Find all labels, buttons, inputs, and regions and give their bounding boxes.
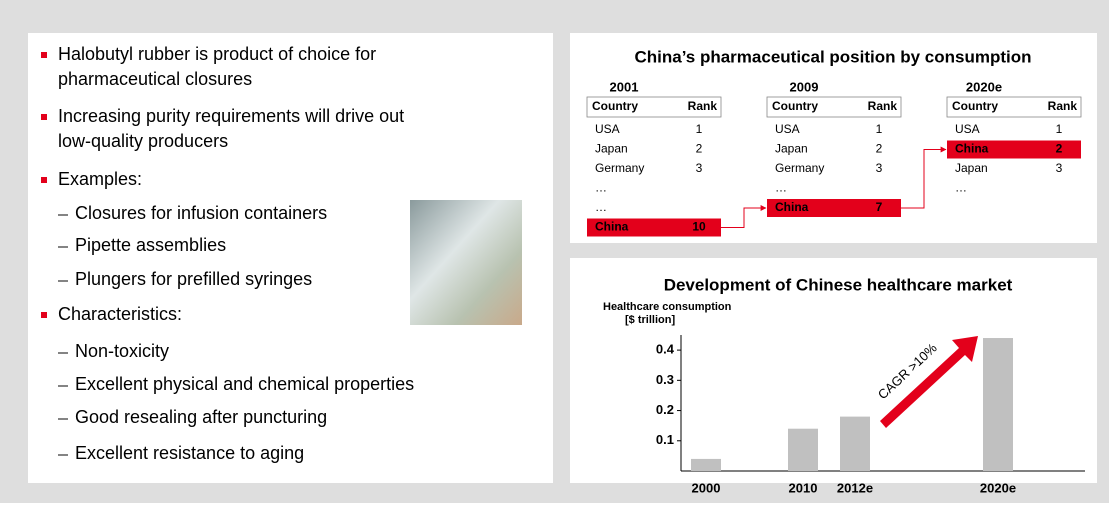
rank-cell: 2 <box>876 142 883 156</box>
country-cell: … <box>955 181 967 195</box>
bullet-marker <box>41 177 47 183</box>
slide: China’s pharmaceutical position by consu… <box>0 0 1109 503</box>
bullet-text: Non-toxicity <box>75 341 169 361</box>
bullet-marker <box>41 114 47 120</box>
country-cell: China <box>955 142 989 156</box>
bullet-text: Pipette assemblies <box>75 235 226 255</box>
bar <box>840 417 870 471</box>
country-cell: USA <box>775 122 800 136</box>
header-cell: Rank <box>868 99 898 113</box>
country-cell: … <box>595 200 607 214</box>
vial-photo <box>410 200 522 325</box>
country-cell: USA <box>595 122 620 136</box>
country-cell: Japan <box>775 142 808 156</box>
rank-cell: 3 <box>696 161 703 175</box>
year-label: 2009 <box>790 79 819 94</box>
country-cell: China <box>775 200 809 214</box>
country-cell: … <box>595 181 607 195</box>
country-cell: Japan <box>595 142 628 156</box>
rank-cell: 7 <box>876 200 883 214</box>
bullet-text: Closures for infusion containers <box>75 203 327 223</box>
rank-cell: 2 <box>696 142 703 156</box>
bullet-marker <box>41 312 47 318</box>
bar <box>983 338 1013 471</box>
country-cell: USA <box>955 122 980 136</box>
rank-cell: 1 <box>1056 122 1063 136</box>
chart-title: Development of Chinese healthcare market <box>664 275 1013 294</box>
country-cell: Germany <box>595 161 644 175</box>
bullet-text: Plungers for prefilled syringes <box>75 269 312 289</box>
rank-cell: 2 <box>1056 142 1063 156</box>
header-cell: Country <box>772 99 818 113</box>
bar <box>788 429 818 471</box>
year-label: 2020e <box>966 79 1002 94</box>
bullet-text: Examples: <box>58 169 142 189</box>
rank-cell: 3 <box>876 161 883 175</box>
bullet-text: Excellent physical and chemical properti… <box>75 374 414 394</box>
bullet-text: pharmaceutical closures <box>58 69 252 89</box>
header-cell: Rank <box>1048 99 1078 113</box>
y-axis-label: [$ trillion] <box>625 314 675 326</box>
ranking-title: China’s pharmaceutical position by consu… <box>634 47 1031 66</box>
y-tick-label: 0.3 <box>656 372 674 387</box>
bullet-text: Characteristics: <box>58 304 182 324</box>
country-cell: Germany <box>775 161 824 175</box>
bullet-text: Halobutyl rubber is product of choice fo… <box>58 44 376 64</box>
header-cell: Country <box>952 99 998 113</box>
rank-cell: 1 <box>876 122 883 136</box>
header-cell: Country <box>592 99 638 113</box>
rank-cell: 3 <box>1056 161 1063 175</box>
bullet-text: Good resealing after puncturing <box>75 407 327 427</box>
x-tick-label: 2020e <box>980 480 1016 495</box>
y-tick-label: 0.2 <box>656 402 674 417</box>
country-cell: … <box>775 181 787 195</box>
x-tick-label: 2000 <box>692 480 721 495</box>
bullet-text: Excellent resistance to aging <box>75 443 304 463</box>
y-tick-label: 0.1 <box>656 432 674 447</box>
rank-cell: 1 <box>696 122 703 136</box>
rank-cell: 10 <box>692 220 706 234</box>
bullet-text: low-quality producers <box>58 131 228 151</box>
bar <box>691 459 721 471</box>
y-tick-label: 0.4 <box>656 342 675 357</box>
country-cell: China <box>595 220 629 234</box>
country-cell: Japan <box>955 161 988 175</box>
year-label: 2001 <box>610 79 639 94</box>
header-cell: Rank <box>688 99 718 113</box>
bullet-marker <box>41 52 47 58</box>
x-tick-label: 2012e <box>837 480 873 495</box>
x-tick-label: 2010 <box>789 480 818 495</box>
y-axis-label: Healthcare consumption <box>603 301 732 313</box>
bullet-text: Increasing purity requirements will driv… <box>58 106 404 126</box>
